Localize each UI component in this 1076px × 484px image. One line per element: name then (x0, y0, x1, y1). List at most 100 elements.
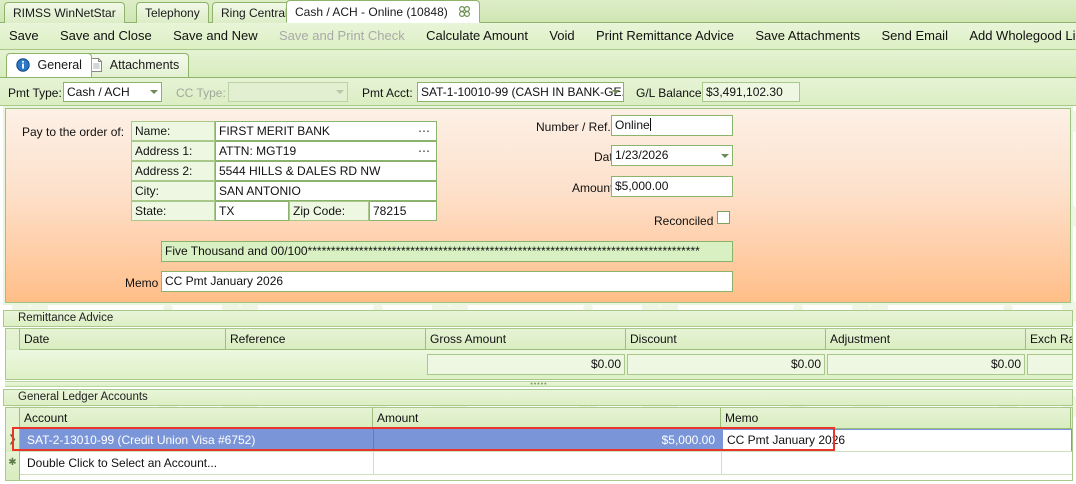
gl-row-account-placeholder[interactable]: Double Click to Select an Account... (27, 456, 218, 470)
send-email-button[interactable]: Send Email (881, 28, 948, 43)
payee-city-input[interactable]: SAN ANTONIO (215, 181, 437, 201)
window-tab-label: RIMSS WinNetStar (13, 6, 116, 20)
chevron-down-icon[interactable] (612, 90, 620, 94)
memo-input[interactable]: CC Pmt January 2026 (161, 271, 733, 292)
page-tab-bar: General Attachments (0, 50, 1076, 78)
remittance-adjustment-total-value: $0.00 (990, 357, 1021, 371)
gl-col-amount[interactable]: Amount (373, 408, 721, 429)
remittance-adjustment-total: $0.00 (827, 354, 1025, 375)
pmt-acct-value: SAT-1-10010-99 (CASH IN BANK-GE... (421, 85, 624, 99)
ellipsis-icon[interactable]: ⋯ (418, 124, 431, 138)
chevron-down-icon[interactable] (721, 153, 729, 158)
payee-address2-input[interactable]: 5544 HILLS & DALES RD NW (215, 161, 437, 181)
save-and-new-button[interactable]: Save and New (173, 28, 258, 43)
address1-label-cell: Address 1: (131, 141, 215, 161)
payee-state-input[interactable]: TX (215, 201, 289, 221)
remittance-discount-total-value: $0.00 (790, 357, 821, 371)
general-ledger-grid[interactable]: Account Amount Memo R ❯ SAT-2-13010-99 (… (5, 407, 1073, 481)
remittance-discount-total: $0.00 (627, 354, 825, 375)
remittance-col-exch-rate[interactable]: Exch Rate (1030, 332, 1072, 346)
gl-row-account: SAT-2-13010-99 (Credit Union Visa #6752) (27, 433, 256, 447)
pmt-acct-select[interactable]: SAT-1-10010-99 (CASH IN BANK-GE... (417, 82, 624, 102)
zip-label-cell: Zip Code: (289, 201, 369, 221)
payee-name-input[interactable]: FIRST MERIT BANK ⋯ (215, 121, 437, 141)
void-button[interactable]: Void (549, 28, 575, 43)
reconciled-checkbox[interactable] (717, 211, 730, 224)
address1-label: Address 1: (135, 144, 193, 158)
date-value: 1/23/2026 (615, 148, 669, 162)
amount-label: Amount (572, 181, 614, 195)
payee-address1-input[interactable]: ATTN: MGT19 ⋯ (215, 141, 437, 161)
memo-value: CC Pmt January 2026 (165, 274, 284, 288)
remittance-col-reference[interactable]: Reference (226, 329, 426, 350)
remittance-advice-section-header: Remittance Advice (3, 310, 1073, 327)
gl-col-account[interactable]: Account (20, 408, 373, 429)
tab-attachments[interactable]: Attachments (80, 53, 190, 77)
grid-splitter-handle[interactable]: ••••• (5, 381, 1073, 388)
gl-current-row-arrow-icon: ❯ (6, 429, 20, 452)
gl-balance-label: G/L Balance: (636, 86, 705, 100)
gl-col-r[interactable]: R (1071, 408, 1072, 429)
payee-state-value: TX (219, 204, 235, 218)
column-separator (373, 429, 374, 451)
remittance-gross-amount-total-value: $0.00 (590, 357, 621, 371)
remittance-col-date[interactable]: Date (20, 329, 226, 350)
state-label-cell: State: (131, 201, 215, 221)
remittance-col-discount[interactable]: Discount (626, 329, 826, 350)
pmt-type-select[interactable]: Cash / ACH (63, 82, 162, 102)
gl-balance-value-field: $3,491,102.30 (702, 82, 800, 102)
remittance-gross-amount-total: $0.00 (427, 354, 625, 375)
chevron-down-icon[interactable] (150, 90, 158, 94)
payee-zip-input[interactable]: 78215 (369, 201, 437, 221)
memo-label: Memo (125, 276, 159, 290)
state-label: State: (135, 204, 167, 218)
gl-new-row-asterisk-icon: ✱ (6, 452, 20, 475)
remittance-advice-title: Remittance Advice (18, 312, 114, 324)
payee-name-value: FIRST MERIT BANK (219, 124, 330, 138)
save-and-close-button[interactable]: Save and Close (59, 28, 152, 43)
amount-input[interactable]: $5,000.00 (611, 176, 733, 197)
print-remittance-advice-button[interactable]: Print Remittance Advice (596, 28, 735, 43)
number-ref-input[interactable]: Online (611, 115, 733, 136)
calculate-amount-button[interactable]: Calculate Amount (426, 28, 528, 43)
name-label-cell: Name: (131, 121, 215, 141)
save-button[interactable]: Save (9, 28, 39, 43)
close-icon[interactable] (458, 4, 471, 24)
ellipsis-icon[interactable]: ⋯ (418, 144, 431, 158)
gl-col-memo[interactable]: Memo (721, 408, 1071, 429)
remittance-col-gross-amount[interactable]: Gross Amount (426, 329, 626, 350)
save-attachments-button[interactable]: Save Attachments (755, 28, 861, 43)
window-tab-cash-ach[interactable]: Cash / ACH - Online (10848) (286, 0, 481, 24)
add-wholegood-line-items-button[interactable]: Add Wholegood Line Items (969, 28, 1076, 43)
remittance-advice-grid[interactable]: Date Reference Gross Amount Discount Adj… (5, 328, 1073, 380)
payee-address2-value: 5544 HILLS & DALES RD NW (219, 164, 381, 178)
check-panel: Pay to the order of: Name: Address 1: Ad… (3, 106, 1073, 305)
table-row[interactable]: ❯ SAT-2-13010-99 (Credit Union Visa #675… (6, 429, 1072, 452)
gl-balance-value: $3,491,102.30 (706, 85, 783, 99)
city-label-cell: City: (131, 181, 215, 201)
window-tab-label: Cash / ACH - Online (10848) (295, 5, 448, 19)
zip-label: Zip Code: (293, 204, 346, 218)
payment-type-row: Pmt Type: Cash / ACH CC Type: Pmt Acct: … (0, 78, 1076, 106)
payee-zip-value: 78215 (373, 204, 407, 218)
tab-attachments-label: Attachments (109, 58, 180, 72)
table-row[interactable]: ✱ Double Click to Select an Account... (6, 452, 1072, 475)
window-tab-rimss[interactable]: RIMSS WinNetStar (4, 2, 125, 23)
written-amount-value: Five Thousand and 00/100****************… (165, 244, 700, 258)
address2-label: Address 2: (135, 164, 193, 178)
tab-general-label: General (37, 58, 82, 72)
column-separator (373, 452, 374, 474)
payee-city-value: SAN ANTONIO (219, 184, 301, 198)
window-tab-telephony[interactable]: Telephony (136, 2, 209, 23)
tab-general[interactable]: General (6, 53, 92, 77)
chevron-down-icon (336, 90, 344, 94)
column-separator (721, 452, 722, 474)
remittance-exch-rate-total (1027, 354, 1072, 375)
payee-address1-value: ATTN: MGT19 (219, 144, 297, 158)
date-picker[interactable]: 1/23/2026 (611, 145, 733, 166)
pay-to-order-of-label: Pay to the order of: (22, 125, 125, 139)
general-ledger-title: General Ledger Accounts (18, 391, 148, 403)
amount-value: $5,000.00 (615, 179, 669, 193)
remittance-col-adjustment[interactable]: Adjustment (826, 329, 1026, 350)
number-ref-value: Online (615, 118, 650, 132)
